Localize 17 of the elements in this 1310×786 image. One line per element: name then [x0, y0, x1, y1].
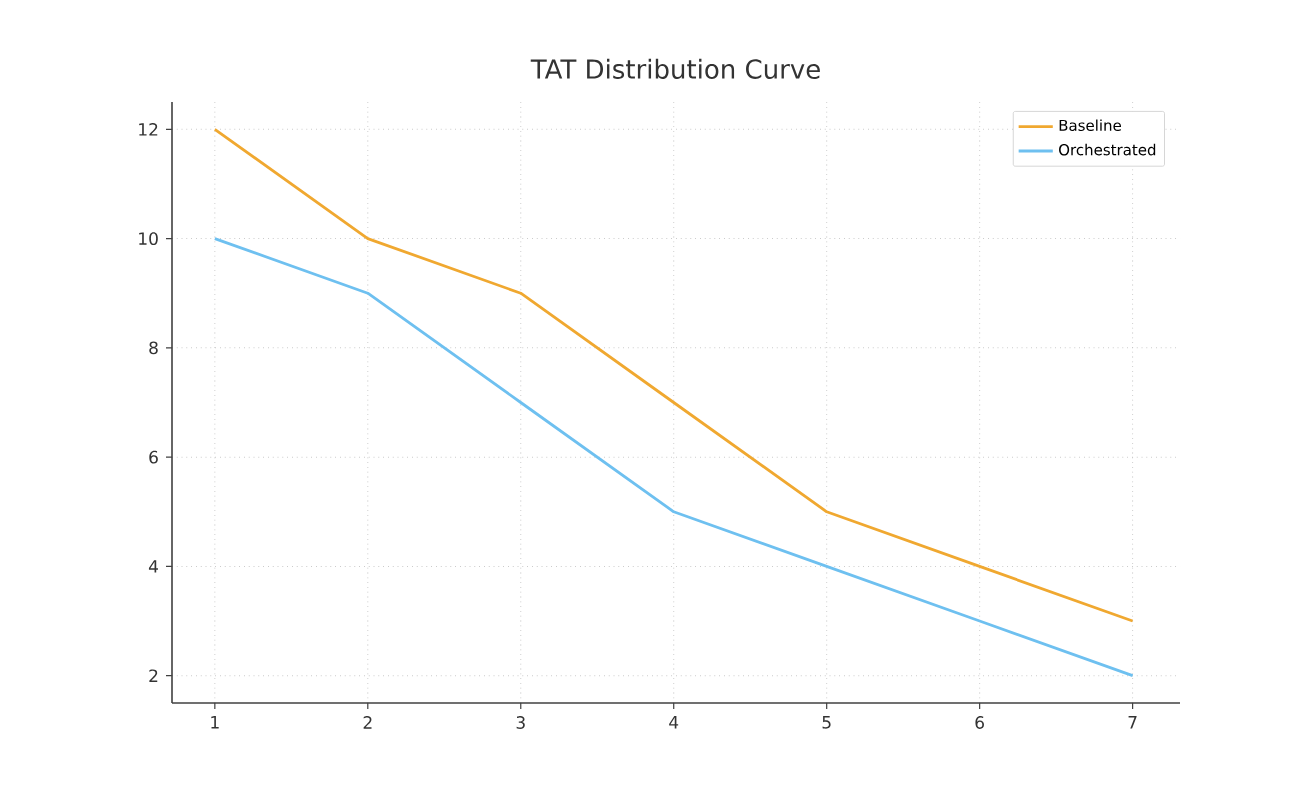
y-tick-label: 2 [149, 669, 158, 682]
legend-label: Baseline [1059, 119, 1122, 132]
x-tick-label: 5 [822, 716, 831, 729]
x-tick-label: 2 [363, 716, 372, 729]
y-tick-label: 12 [139, 123, 158, 136]
y-tick-label: 10 [139, 232, 158, 246]
y-tick-label: 6 [149, 450, 158, 464]
line-series [213, 237, 1135, 678]
y-tick-label: 4 [148, 560, 158, 573]
x-tick-label: 6 [975, 716, 984, 729]
x-tick-label: 1 [211, 716, 219, 729]
x-tick-label: 7 [1128, 716, 1137, 729]
y-tick-label: 8 [149, 341, 158, 355]
chart-title: TAT Distribution Curve [530, 58, 820, 79]
x-tick-label: 3 [516, 716, 525, 729]
x-tick-label: 4 [669, 716, 679, 729]
legend-label: Orchestrated [1059, 143, 1156, 156]
